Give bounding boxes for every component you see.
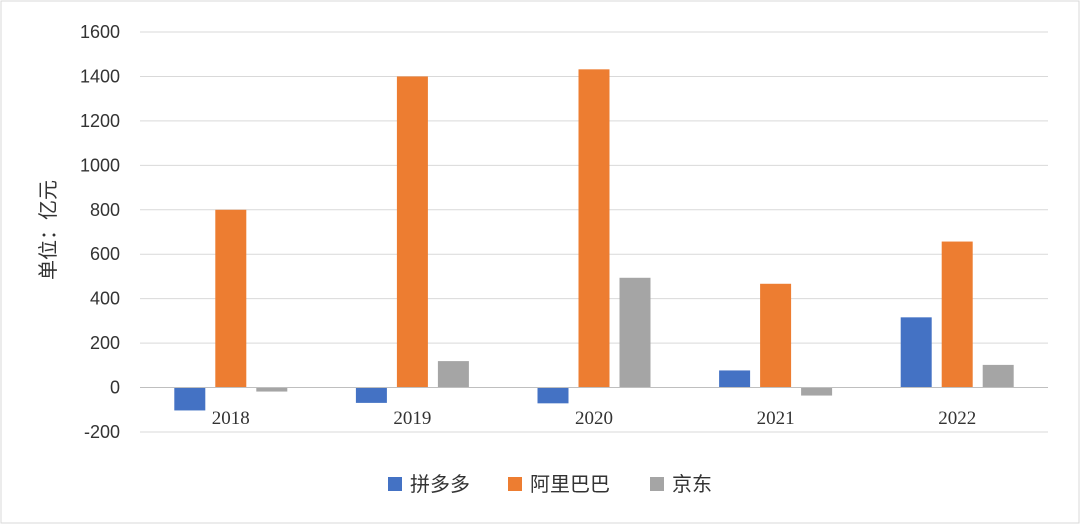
legend-label: 拼多多 (410, 472, 470, 496)
legend-swatch (650, 477, 664, 491)
y-tick-label: 200 (90, 333, 120, 353)
bar-1-2019 (355, 387, 387, 403)
axes: 1600 1400 1200 1000 800 600 400 200 0 -200 2018 201… (80, 22, 1048, 442)
x-tick-label: 2020 (575, 408, 613, 429)
bar-3-2021 (801, 387, 833, 396)
x-tick-label: 2021 (757, 408, 795, 429)
bars (174, 69, 1014, 411)
x-tick-label: 2022 (938, 408, 976, 429)
y-tick-label: 1000 (80, 155, 120, 175)
bar-3-2019 (437, 361, 469, 388)
legend-label: 阿里巴巴 (530, 472, 610, 496)
bar-3-2020 (619, 277, 651, 388)
bar-2-2020 (578, 69, 610, 388)
legend-label: 京东 (672, 472, 712, 496)
bar-2-2018 (215, 209, 247, 388)
y-tick-label: 600 (90, 244, 120, 264)
legend-swatch (388, 477, 402, 491)
bar-2-2021 (760, 283, 792, 388)
bar-2-2019 (396, 76, 428, 388)
legend: 拼多多 阿里巴巴 京东 (388, 472, 712, 496)
y-axis-title: 单位：亿元 (36, 180, 60, 280)
bar-3-2018 (256, 387, 288, 392)
y-tick-label: 800 (90, 200, 120, 220)
y-tick-label: 0 (110, 378, 120, 398)
x-tick-label: 2019 (393, 408, 431, 429)
bar-1-2021 (719, 370, 751, 388)
bar-1-2020 (537, 387, 569, 404)
y-tick-label: -200 (84, 422, 120, 442)
bar-3-2022 (982, 364, 1014, 388)
bar-2-2022 (941, 241, 973, 388)
y-tick-label: 1600 (80, 22, 120, 42)
x-tick-label: 2018 (212, 408, 250, 429)
y-tick-label: 1200 (80, 111, 120, 131)
legend-swatch (508, 477, 522, 491)
y-tick-label: 1400 (80, 66, 120, 86)
y-tick-label: 400 (90, 289, 120, 309)
bar-1-2022 (900, 317, 932, 388)
bar-1-2018 (174, 387, 206, 411)
